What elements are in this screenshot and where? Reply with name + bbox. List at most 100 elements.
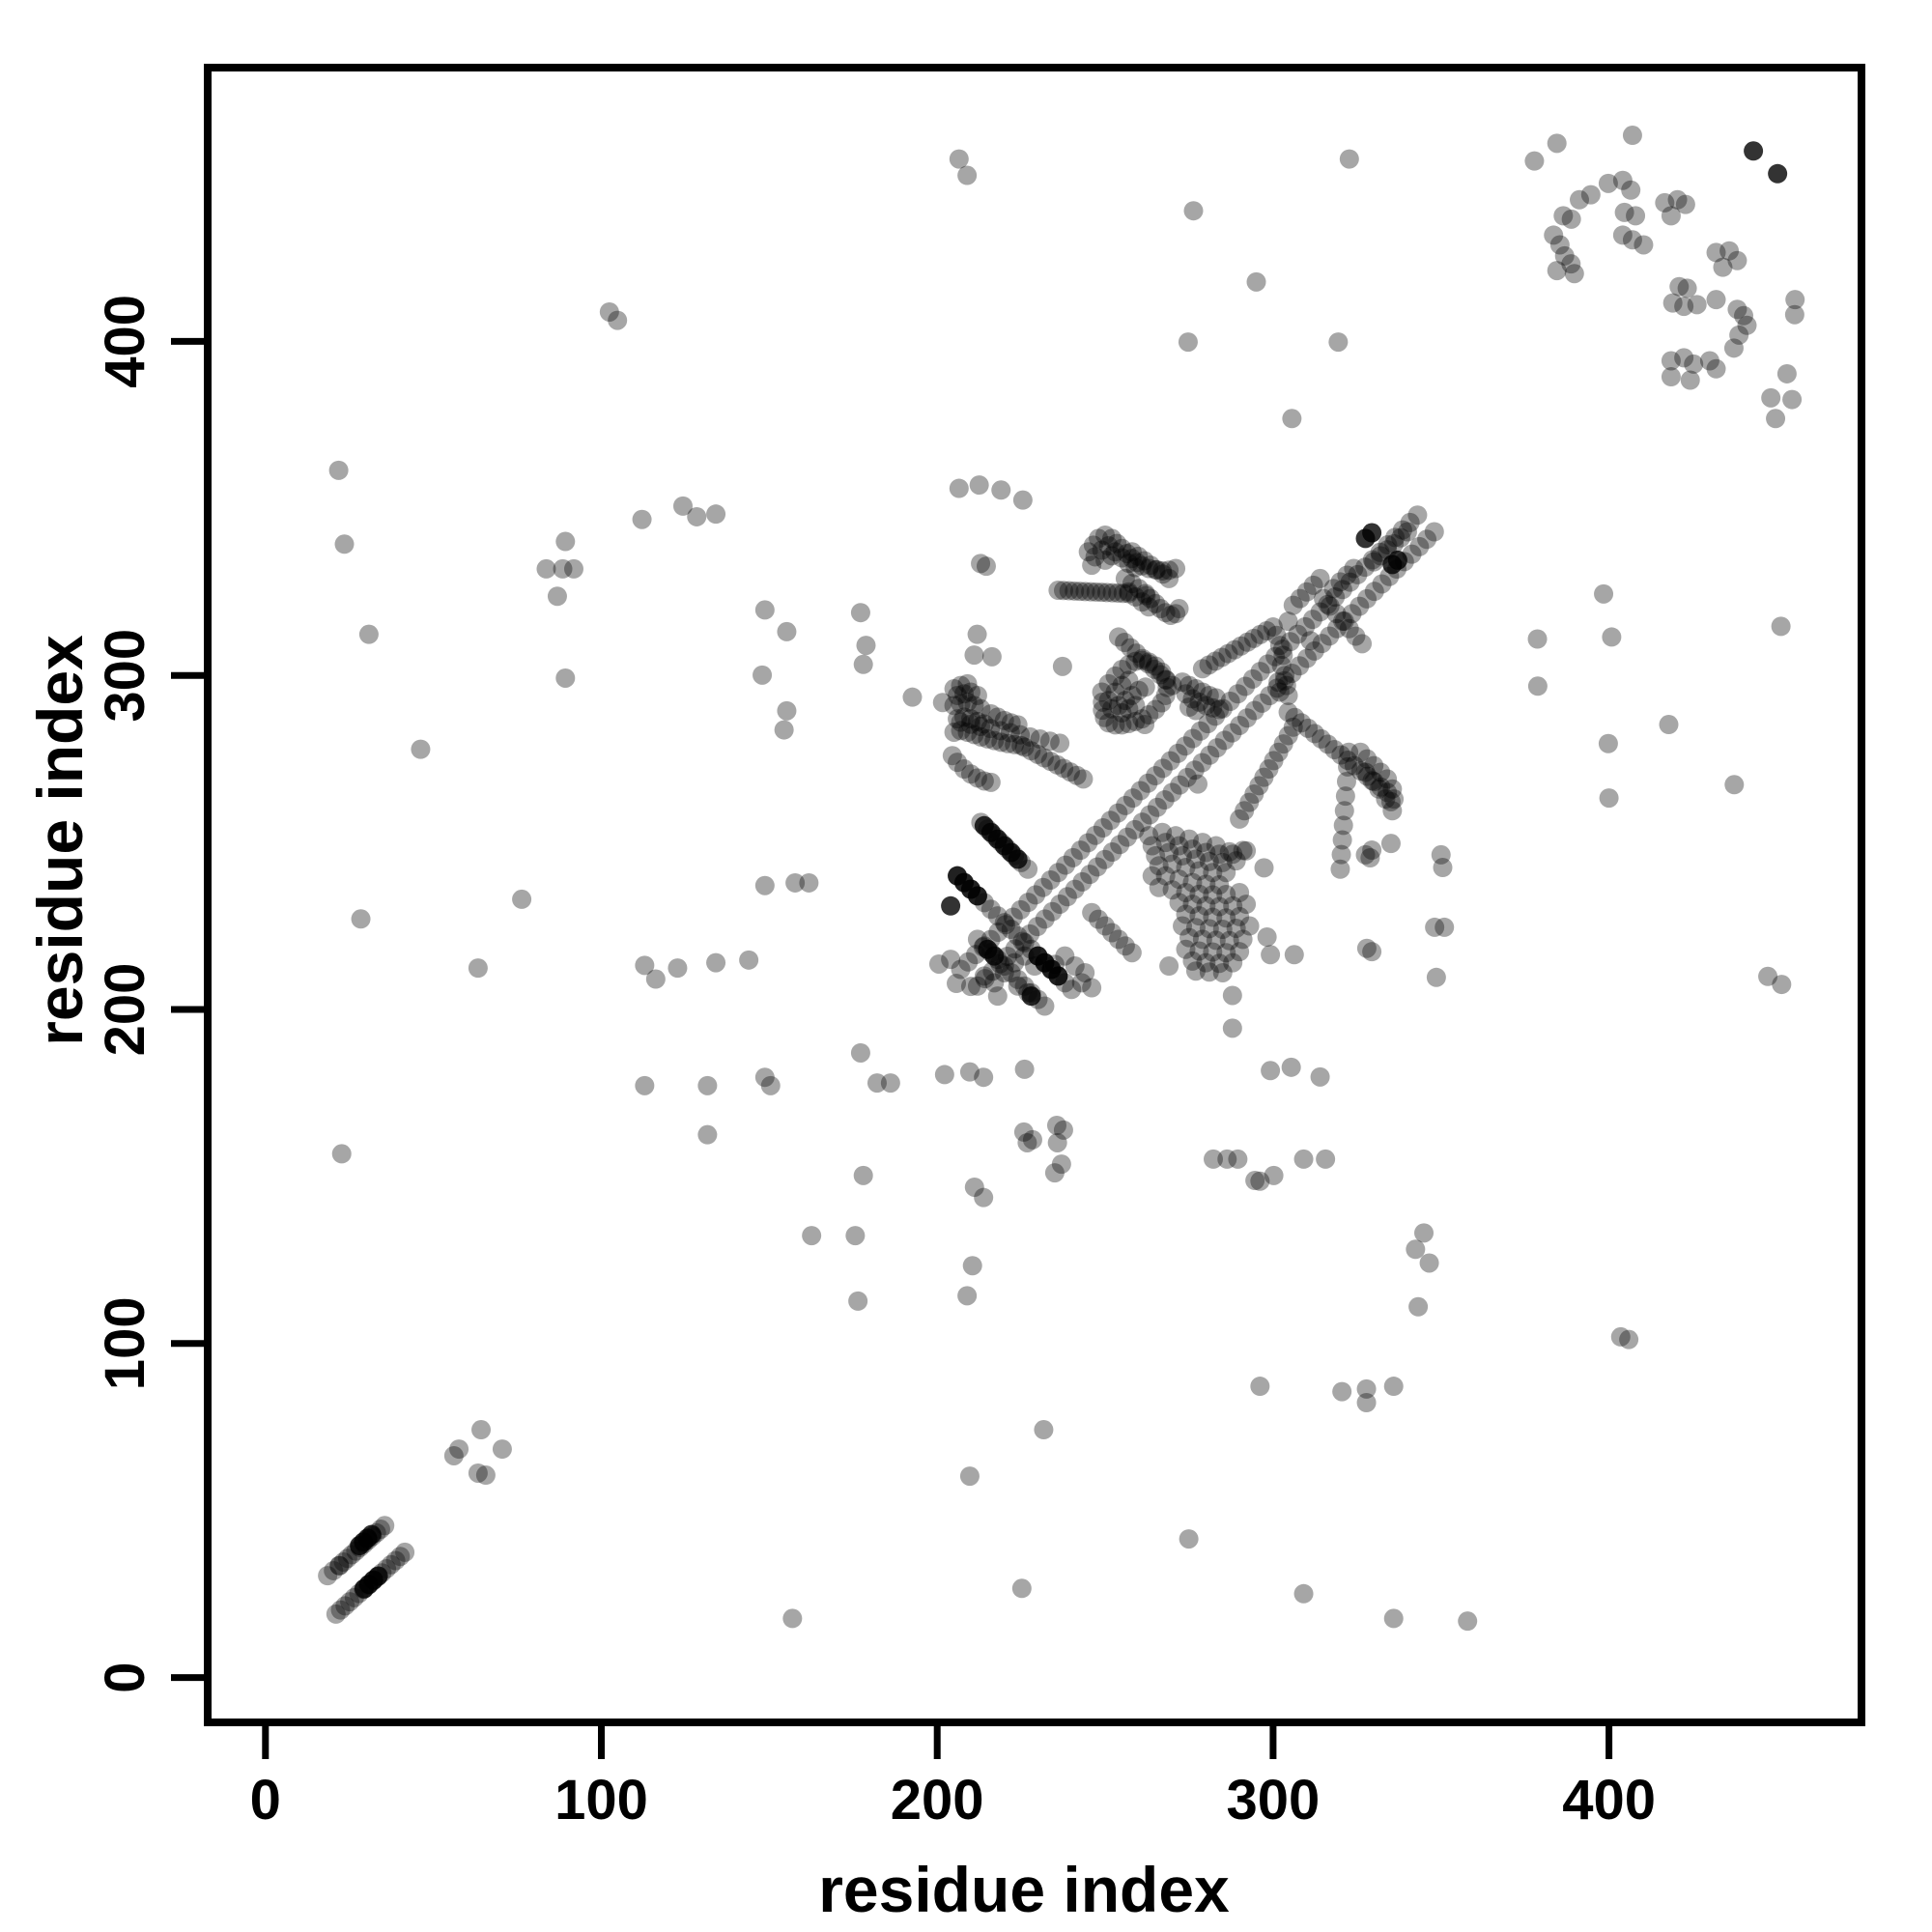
data-point [1216, 943, 1236, 963]
data-point [1424, 522, 1444, 542]
data-point [1189, 861, 1209, 881]
data-point [1331, 745, 1351, 765]
x-axis-title: residue index [818, 1854, 1230, 1925]
data-point [1179, 675, 1199, 696]
data-point [1250, 1377, 1270, 1397]
data-point [411, 739, 431, 759]
data-point [1334, 801, 1354, 821]
data-point [1602, 627, 1622, 647]
data-point [1318, 734, 1338, 754]
data-point [1152, 822, 1173, 842]
data-point [1662, 293, 1683, 313]
data-point [1527, 676, 1548, 696]
data-point [1122, 685, 1142, 705]
data-point [1040, 752, 1061, 772]
data-point [1000, 723, 1020, 743]
data-point [974, 714, 994, 734]
data-point [1209, 699, 1230, 720]
data-point [760, 1075, 781, 1095]
data-point [1122, 574, 1142, 594]
data-point [1089, 528, 1109, 549]
data-point [1212, 962, 1233, 982]
data-point [1182, 689, 1203, 709]
data-point [964, 645, 984, 666]
data-point [1162, 854, 1182, 874]
data-point [1070, 840, 1091, 861]
data-point [1231, 636, 1251, 656]
data-point [777, 621, 797, 641]
data-point [1250, 624, 1270, 644]
data-point [960, 709, 980, 729]
data-point [1189, 884, 1209, 904]
data-point [1014, 1059, 1035, 1079]
data-point [1152, 564, 1173, 584]
data-point [957, 722, 978, 742]
data-point [1080, 865, 1100, 885]
data-point [1146, 766, 1166, 786]
data-point [1128, 680, 1149, 700]
data-point [1252, 693, 1272, 713]
data-point [867, 1073, 887, 1094]
data-point [1547, 261, 1567, 281]
data-point [1782, 389, 1803, 410]
data-point [1561, 254, 1581, 274]
data-point [967, 976, 987, 996]
data-point [1110, 835, 1130, 855]
data-point [1089, 909, 1109, 929]
data-point [1155, 866, 1176, 886]
data-point [785, 872, 806, 893]
data-point [1122, 788, 1143, 809]
data-point [1199, 655, 1219, 675]
data-point [994, 962, 1014, 982]
data-point [1310, 602, 1330, 622]
data-point [1527, 629, 1548, 649]
data-point [1027, 917, 1047, 937]
data-point [1332, 580, 1352, 600]
data-point [1655, 192, 1675, 213]
data-point [635, 955, 655, 976]
data-point [980, 719, 1001, 739]
data-point [1166, 826, 1186, 846]
data-point [555, 531, 576, 552]
data-point [706, 504, 726, 525]
data-point [1176, 858, 1196, 878]
data-point [984, 973, 1005, 993]
data-point [1355, 762, 1376, 782]
data-point [1001, 920, 1021, 940]
data-point [1127, 553, 1148, 573]
data-point [1095, 550, 1116, 570]
data-point [1105, 666, 1125, 686]
data-point [962, 1256, 982, 1276]
data-point [1206, 836, 1226, 856]
data-point [1243, 628, 1264, 648]
data-point [1108, 696, 1128, 716]
data-point [1146, 699, 1166, 720]
data-point [1344, 755, 1364, 776]
data-point [1138, 773, 1158, 793]
data-point [754, 600, 775, 620]
data-point [1051, 1154, 1071, 1175]
data-point [1203, 863, 1223, 883]
data-point [1140, 805, 1160, 825]
data-point [1223, 844, 1243, 865]
x-tick-label: 0 [250, 1769, 281, 1832]
data-point [996, 915, 1016, 935]
data-point [987, 986, 1008, 1007]
data-point [1065, 581, 1085, 601]
data-point [1151, 665, 1171, 685]
data-point [1290, 588, 1310, 609]
data-point [1140, 555, 1160, 576]
data-point [1098, 691, 1119, 711]
data-point [1200, 745, 1220, 765]
data-point [1122, 943, 1142, 963]
data-point [1212, 698, 1233, 719]
data-point [1147, 797, 1167, 817]
data-point [1332, 1381, 1352, 1402]
data-point [1392, 520, 1412, 540]
data-point [449, 1439, 469, 1460]
data-point [1176, 904, 1196, 924]
data-point [1176, 882, 1196, 902]
data-point [948, 753, 968, 773]
data-point [1008, 976, 1028, 996]
data-point [324, 1560, 344, 1580]
